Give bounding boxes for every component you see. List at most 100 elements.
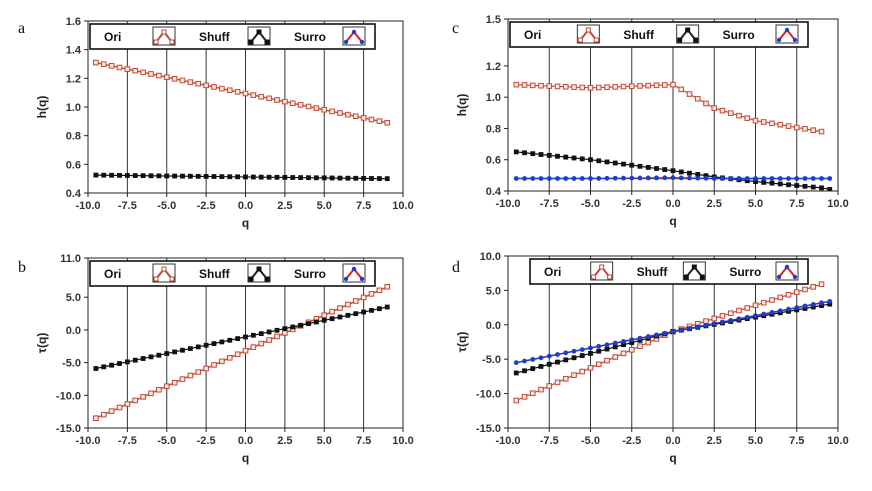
data-point-surro	[148, 354, 154, 360]
data-point-surro	[195, 173, 201, 179]
x-axis-label: q	[669, 214, 676, 228]
data-point-surro	[786, 182, 791, 188]
data-point-surro	[195, 344, 201, 350]
data-point-surro-blue	[827, 299, 833, 304]
panel-letter: a	[18, 20, 25, 37]
legend: Ori Shuff Surro	[89, 23, 376, 50]
data-point-surro	[329, 175, 335, 181]
data-point-surro	[211, 341, 217, 346]
data-point-surro	[761, 180, 767, 185]
data-point-surro-blue	[687, 326, 692, 331]
data-point-surro	[274, 174, 280, 180]
data-point-shuff	[711, 105, 718, 111]
data-point-surro	[337, 175, 343, 181]
legend: Ori Shuff Surro	[529, 258, 809, 285]
data-point-surro-blue	[629, 337, 635, 343]
data-point-surro	[522, 150, 527, 156]
x-tick-label: 2.5	[707, 435, 722, 447]
data-point-surro	[306, 321, 311, 327]
legend-entry-label: Ori	[104, 267, 121, 281]
data-point-surro-blue	[588, 176, 593, 181]
y-tick-label: 0.0	[66, 325, 81, 337]
y-axis-label: h(q)	[455, 94, 469, 117]
data-point-shuff	[661, 82, 668, 88]
data-point-shuff	[538, 386, 544, 393]
y-tick-label: 1.0	[66, 102, 81, 114]
x-tick-label: 10.0	[827, 435, 848, 447]
data-point-shuff	[513, 81, 520, 88]
data-point-surro	[313, 319, 319, 325]
data-point-surro-blue	[579, 347, 585, 353]
data-point-surro-blue	[555, 176, 560, 181]
data-point-shuff	[744, 115, 751, 121]
data-point-surro-blue	[513, 176, 519, 181]
legend-swatch-icon	[342, 26, 366, 46]
data-point-surro-blue	[645, 334, 651, 339]
data-point-surro-blue	[711, 321, 717, 327]
data-point-surro	[621, 342, 626, 348]
data-point-shuff	[156, 72, 162, 79]
data-point-surro-blue	[588, 345, 593, 351]
data-point-surro-blue	[736, 176, 742, 181]
data-point-shuff	[587, 365, 594, 371]
data-point-surro-blue	[563, 176, 569, 181]
data-point-shuff	[274, 97, 280, 103]
x-tick-label: -5.0	[157, 200, 176, 212]
data-point-shuff	[554, 83, 561, 90]
data-point-shuff	[376, 118, 383, 124]
data-point-surro	[538, 152, 544, 157]
data-point-shuff	[116, 404, 123, 411]
data-point-surro	[156, 173, 162, 179]
legend-entry-label: Surro	[294, 30, 326, 44]
data-point-surro	[219, 339, 225, 345]
data-point-surro	[211, 174, 217, 179]
data-point-surro	[369, 176, 374, 181]
y-tick-label: -5.0	[482, 354, 501, 366]
x-tick-label: 0.0	[238, 200, 253, 212]
data-point-shuff	[384, 283, 391, 290]
data-point-surro	[571, 155, 577, 161]
data-point-surro	[235, 174, 241, 180]
data-point-surro	[810, 304, 816, 310]
data-point-surro-blue	[810, 176, 816, 181]
data-point-shuff	[703, 318, 709, 324]
data-point-surro	[819, 185, 824, 191]
data-point-shuff	[384, 119, 391, 126]
data-point-shuff	[744, 305, 751, 311]
data-point-shuff	[156, 386, 162, 393]
data-point-surro	[384, 176, 390, 182]
legend-swatch-icon	[590, 261, 614, 281]
data-point-surro	[180, 173, 185, 179]
x-tick-label: 0.0	[665, 198, 680, 210]
data-point-surro	[695, 172, 701, 177]
data-point-surro	[117, 361, 122, 366]
data-point-surro	[93, 172, 99, 178]
data-point-shuff	[345, 111, 351, 118]
data-point-surro-blue	[720, 319, 725, 325]
y-tick-label: 0.6	[66, 159, 81, 171]
x-tick-label: 2.5	[707, 198, 722, 210]
data-point-shuff	[769, 297, 775, 303]
chart-panel-b: b-10.0 -7.5 -5.0 -2.5 0.0 2.5 5.0 7.5 10.0-15.0-…	[18, 253, 414, 465]
data-point-shuff	[203, 82, 209, 89]
data-point-shuff	[360, 115, 367, 121]
data-point-surro	[282, 175, 288, 180]
data-point-shuff	[546, 383, 553, 389]
data-point-surro-blue	[802, 303, 808, 309]
data-point-surro	[563, 357, 569, 363]
data-point-surro	[187, 346, 193, 351]
x-tick-label: 5.0	[748, 435, 763, 447]
x-tick-label: -2.5	[197, 435, 216, 447]
x-axis-label: q	[242, 216, 249, 230]
data-point-shuff	[297, 102, 304, 108]
y-tick-label: 1.4	[66, 45, 82, 57]
data-point-shuff	[529, 82, 536, 89]
y-tick-label: 0.4	[486, 186, 502, 198]
y-tick-label: 1.6	[66, 16, 81, 28]
data-point-surro	[93, 366, 99, 371]
data-point-surro-blue	[555, 352, 560, 357]
data-point-shuff	[752, 117, 759, 124]
data-point-surro	[604, 159, 610, 165]
data-point-shuff	[760, 119, 767, 125]
data-point-shuff	[352, 298, 359, 304]
